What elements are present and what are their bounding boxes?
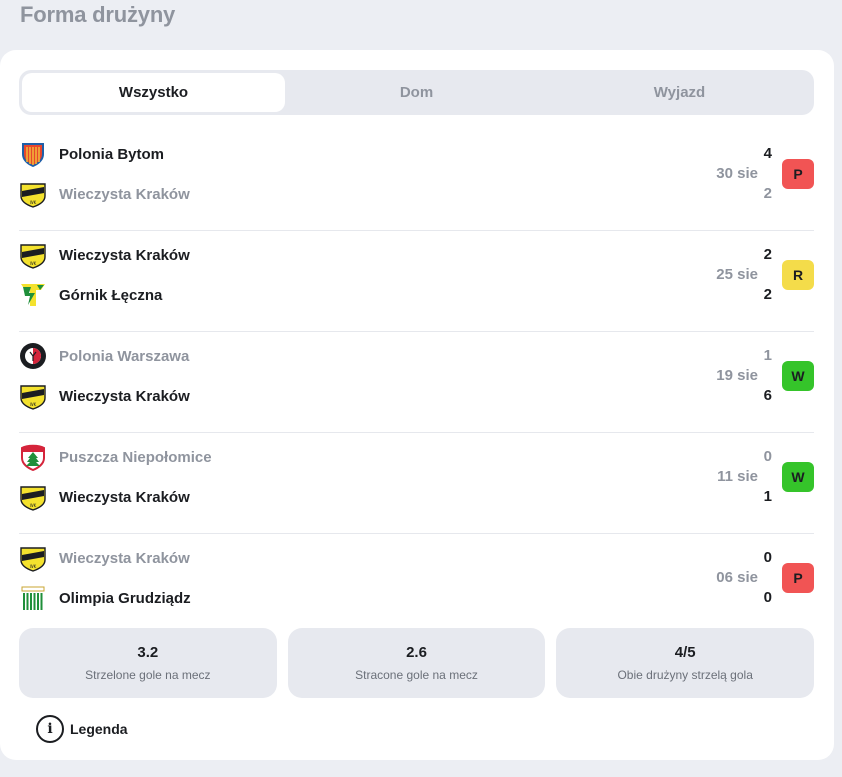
- home-team: Polonia Warszawa: [19, 341, 189, 371]
- result-badge: W: [782, 462, 814, 492]
- match-row[interactable]: Polonia Warszawa WK Wieczysta Kraków 1 6…: [19, 332, 814, 433]
- home-team-name: Wieczysta Kraków: [59, 246, 190, 264]
- gornik-leczna-crest-icon: [19, 281, 47, 309]
- svg-text:WK: WK: [30, 564, 37, 569]
- match-row[interactable]: WK Wieczysta Kraków Górnik Łęczna 2 2 25…: [19, 231, 814, 332]
- wieczysta-krakow-crest-icon: WK: [19, 544, 47, 572]
- home-score: 2: [763, 246, 772, 263]
- match-row[interactable]: Polonia Bytom WK Wieczysta Kraków 4 2 30…: [19, 130, 814, 231]
- away-team: Olimpia Grudziądz: [19, 583, 191, 613]
- match-list: Polonia Bytom WK Wieczysta Kraków 4 2 30…: [19, 130, 814, 635]
- away-team-name: Wieczysta Kraków: [59, 387, 190, 405]
- goals-conceded-stat: 2.6 Stracone gole na mecz: [287, 628, 546, 698]
- tab-away[interactable]: Wyjazd: [653, 84, 706, 101]
- away-team: WK Wieczysta Kraków: [19, 179, 190, 209]
- home-score: 0: [763, 448, 772, 465]
- home-team: WK Wieczysta Kraków: [19, 240, 190, 270]
- match-date: 19 sie: [716, 367, 758, 384]
- away-score: 1: [763, 488, 772, 505]
- home-team-name: Polonia Warszawa: [59, 347, 190, 365]
- svg-text:WK: WK: [30, 200, 37, 205]
- away-score: 2: [763, 286, 772, 303]
- result-badge: W: [782, 361, 814, 391]
- away-score: 2: [763, 185, 772, 202]
- svg-text:WK: WK: [30, 503, 37, 508]
- away-team-name: Wieczysta Kraków: [59, 488, 190, 506]
- result-badge: P: [782, 563, 814, 593]
- legend-button[interactable]: i Legenda: [36, 715, 128, 743]
- puszcza-niepolomice-crest-icon: [19, 443, 47, 471]
- goals-scored-stat: 3.2 Strzelone gole na mecz: [19, 628, 277, 698]
- match-date: 30 sie: [716, 165, 758, 182]
- home-team-name: Wieczysta Kraków: [59, 549, 190, 567]
- away-team: WK Wieczysta Kraków: [19, 482, 190, 512]
- stat-value: 3.2: [137, 644, 159, 661]
- stat-label: Strzelone gole na mecz: [85, 668, 211, 682]
- away-team-name: Olimpia Grudziądz: [59, 589, 191, 607]
- both-teams-score-stat: 4/5 Obie drużyny strzelą gola: [556, 628, 815, 698]
- team-form-card: Wszystko Dom Wyjazd Polonia Bytom WK Wie…: [0, 50, 834, 760]
- wieczysta-krakow-crest-icon: WK: [19, 180, 47, 208]
- home-team-name: Polonia Bytom: [59, 145, 165, 163]
- wieczysta-krakow-crest-icon: WK: [19, 382, 47, 410]
- stat-value: 4/5: [674, 644, 696, 661]
- match-date: 11 sie: [717, 468, 758, 485]
- olimpia-grudziadz-crest-icon: [19, 584, 47, 612]
- away-score: 6: [763, 387, 772, 404]
- stat-label: Obie drużyny strzelą gola: [617, 668, 753, 682]
- info-icon: i: [36, 715, 64, 743]
- away-team-name: Górnik Łęczna: [59, 286, 163, 304]
- tab-all[interactable]: Wszystko: [22, 73, 285, 112]
- home-team-name: Puszcza Niepołomice: [59, 448, 212, 466]
- home-score: 1: [763, 347, 772, 364]
- polonia-warszawa-crest-icon: [19, 342, 47, 370]
- away-score: 0: [763, 589, 772, 606]
- home-team: WK Wieczysta Kraków: [19, 543, 190, 573]
- svg-text:WK: WK: [30, 261, 37, 266]
- match-date: 25 sie: [716, 266, 758, 283]
- match-row[interactable]: WK Wieczysta Kraków Olimpia Grudziądz 0 …: [19, 534, 814, 635]
- match-date: 06 sie: [716, 569, 758, 586]
- section-title: Forma drużyny: [20, 2, 176, 27]
- form-stats: 3.2 Strzelone gole na mecz 2.6 Stracone …: [19, 628, 815, 698]
- home-score: 0: [763, 549, 772, 566]
- home-team: Puszcza Niepołomice: [19, 442, 212, 472]
- stat-value: 2.6: [406, 644, 427, 661]
- wieczysta-krakow-crest-icon: WK: [19, 241, 47, 269]
- legend-label: Legenda: [70, 721, 128, 737]
- result-badge: P: [782, 159, 814, 189]
- venue-tabs: Wszystko Dom Wyjazd: [19, 70, 814, 115]
- polonia-bytom-crest-icon: [19, 140, 47, 168]
- match-row[interactable]: Puszcza Niepołomice WK Wieczysta Kraków …: [19, 433, 814, 534]
- tab-home[interactable]: Dom: [399, 84, 434, 101]
- svg-text:WK: WK: [30, 402, 37, 407]
- stat-label: Stracone gole na mecz: [355, 668, 478, 682]
- home-score: 4: [763, 145, 772, 162]
- result-badge: R: [782, 260, 814, 290]
- away-team-name: Wieczysta Kraków: [59, 185, 190, 203]
- home-team: Polonia Bytom: [19, 139, 164, 169]
- wieczysta-krakow-crest-icon: WK: [19, 483, 47, 511]
- away-team: WK Wieczysta Kraków: [19, 381, 190, 411]
- away-team: Górnik Łęczna: [19, 280, 162, 310]
